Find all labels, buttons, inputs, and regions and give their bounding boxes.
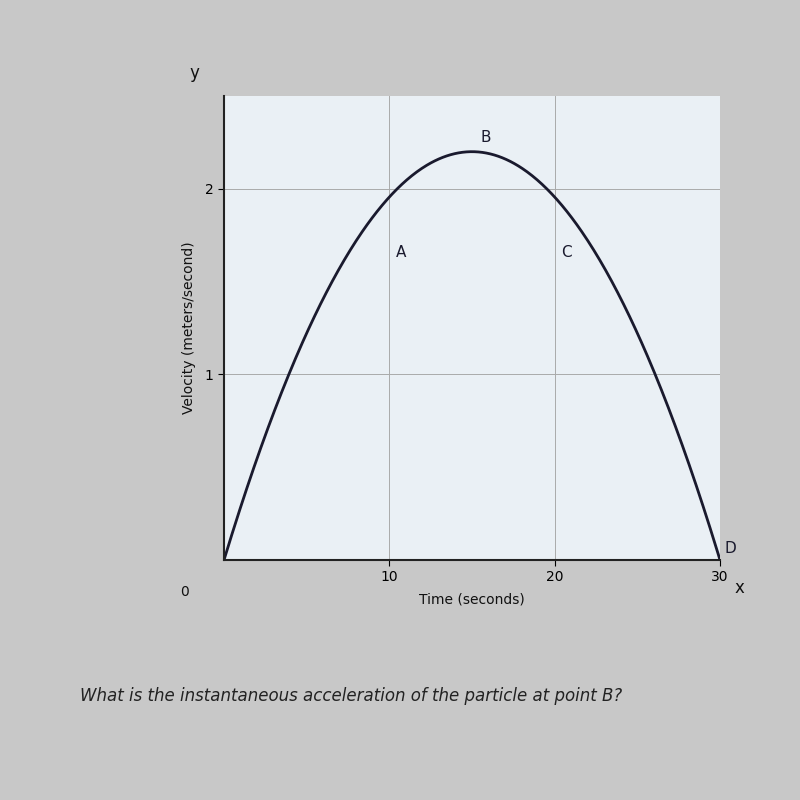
Text: x: x xyxy=(735,579,745,597)
Y-axis label: Velocity (meters/second): Velocity (meters/second) xyxy=(182,242,196,414)
X-axis label: Time (seconds): Time (seconds) xyxy=(419,593,525,606)
Text: What is the instantaneous acceleration of the particle at point B?: What is the instantaneous acceleration o… xyxy=(80,687,622,705)
Text: 0: 0 xyxy=(180,586,189,599)
Text: y: y xyxy=(190,64,199,82)
Text: C: C xyxy=(562,246,572,261)
Text: B: B xyxy=(480,130,490,146)
Text: A: A xyxy=(396,246,406,261)
Text: D: D xyxy=(725,541,737,555)
